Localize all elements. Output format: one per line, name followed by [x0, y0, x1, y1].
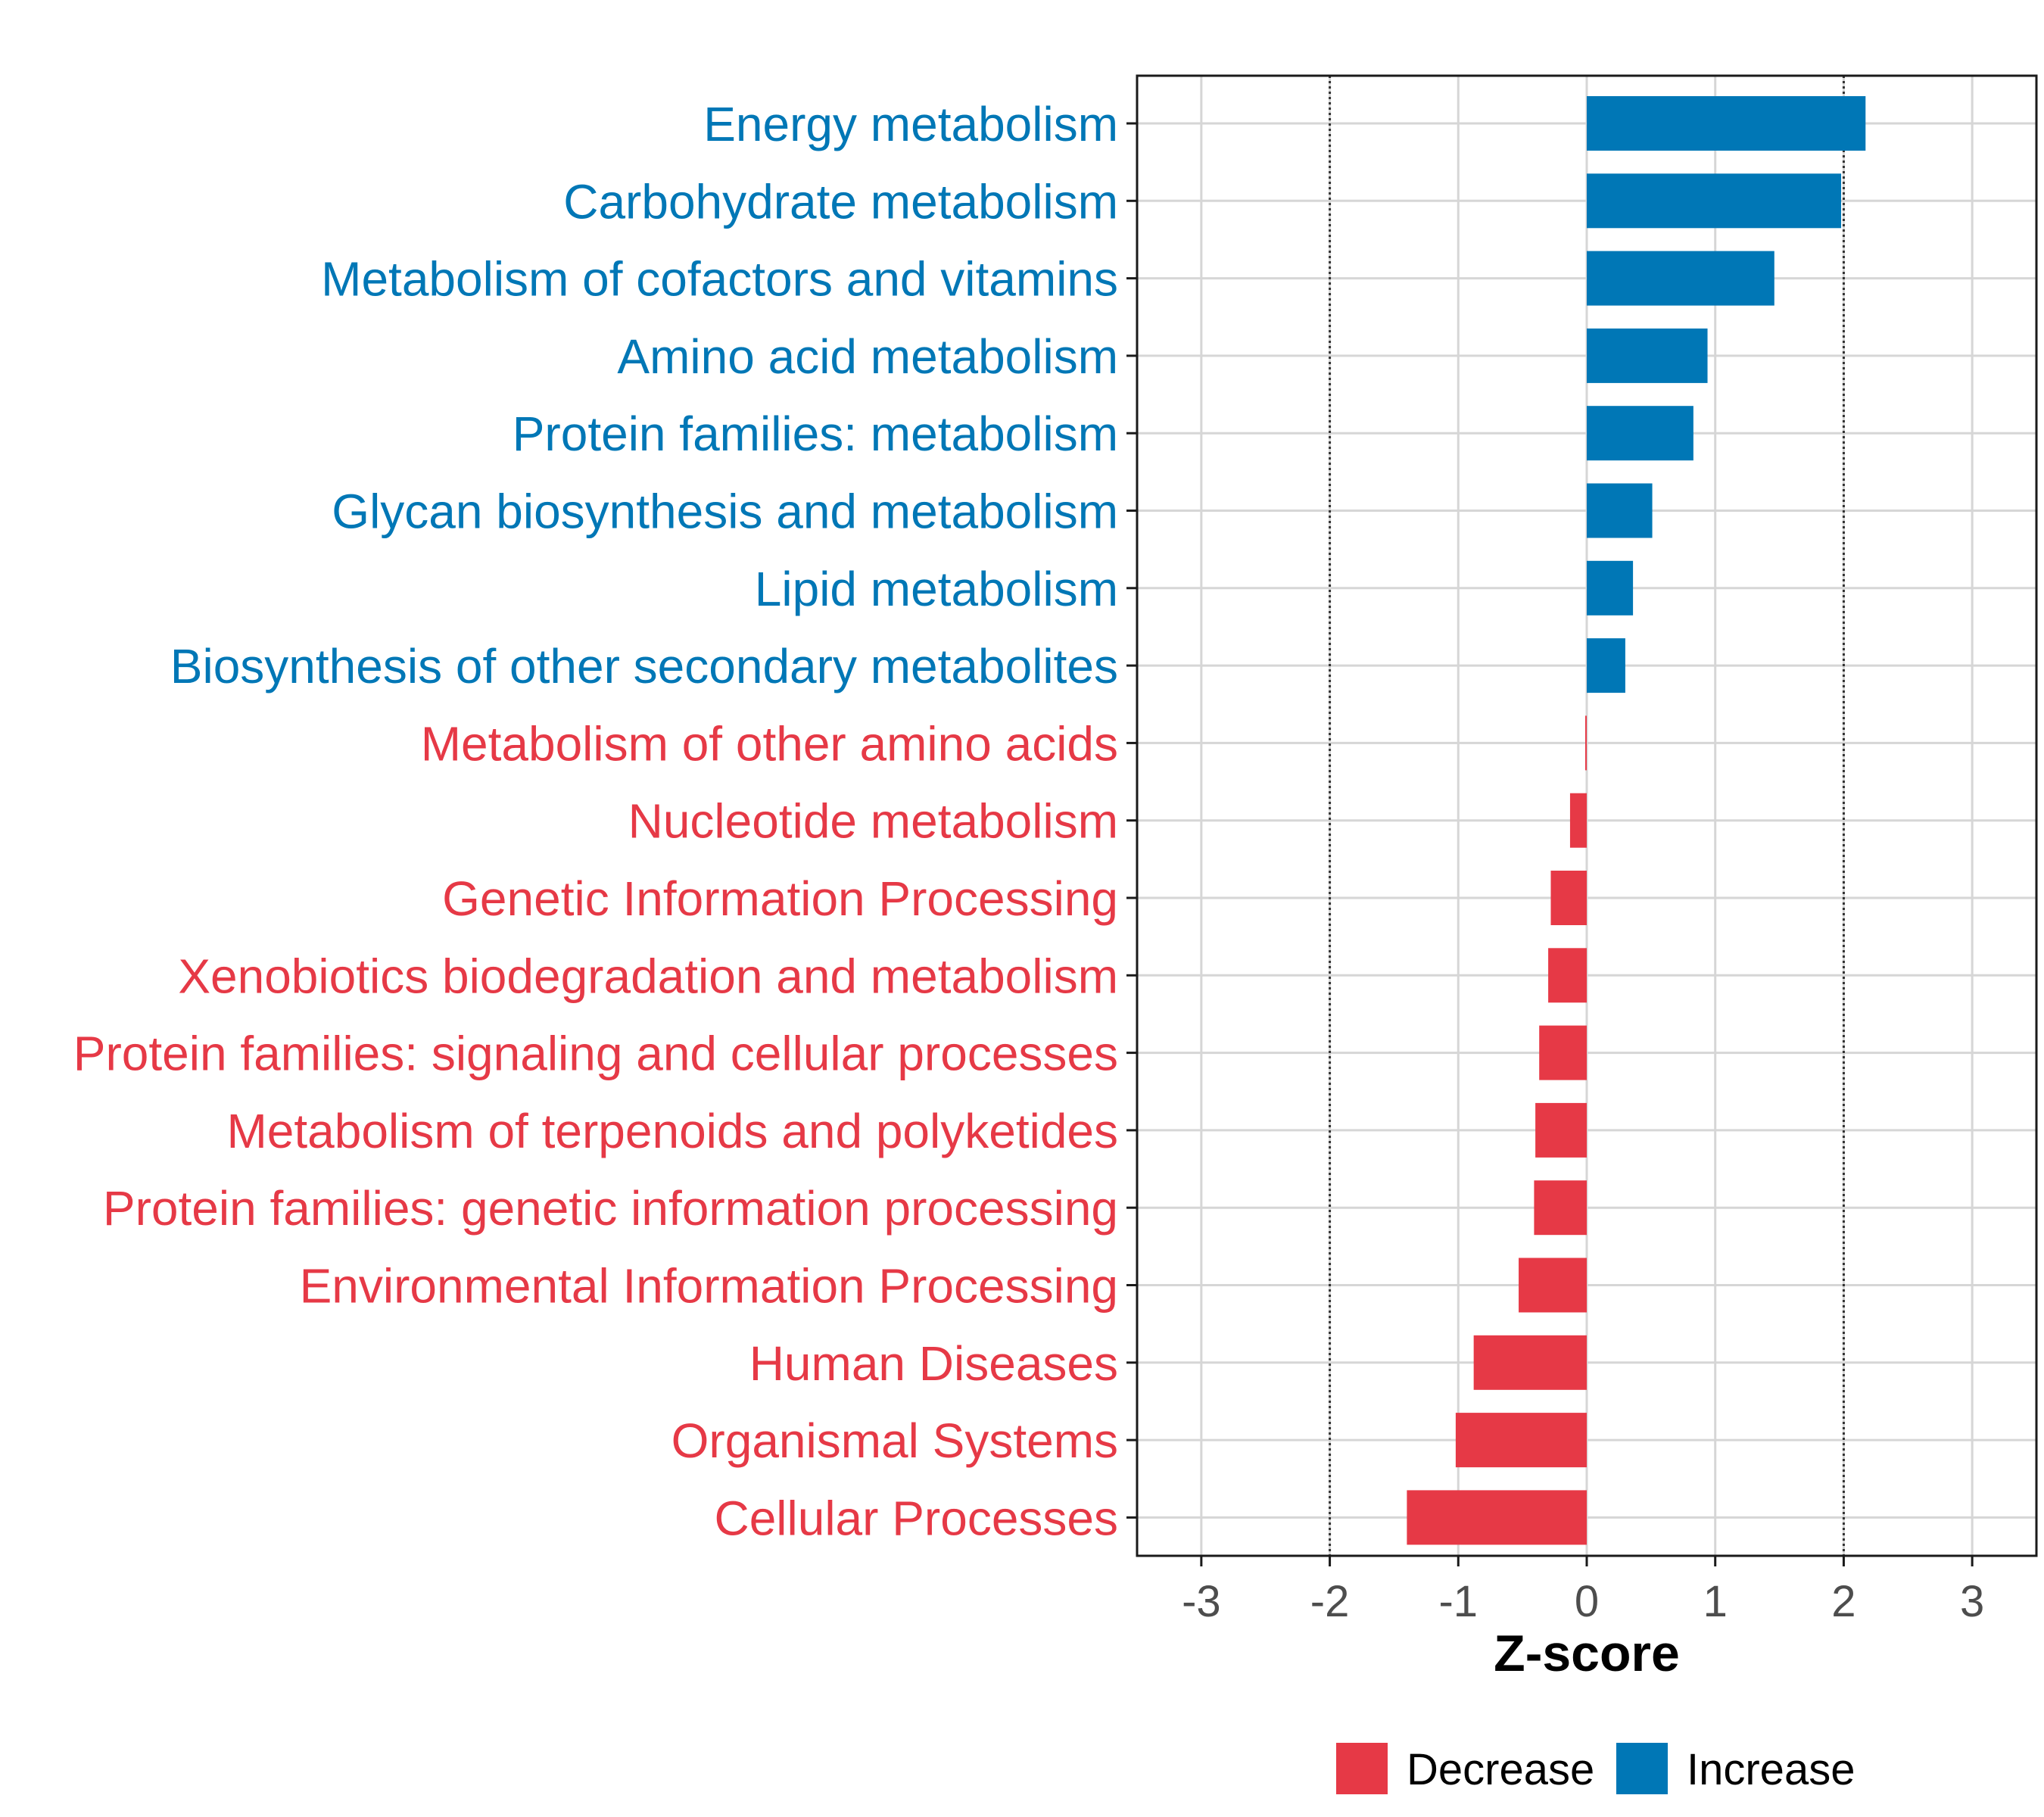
bar [1455, 1413, 1587, 1468]
bar [1519, 1258, 1587, 1313]
legend: Decrease Increase [1336, 1743, 1855, 1794]
bar [1587, 560, 1634, 616]
y-tick-label: Xenobiotics biodegradation and metabolis… [178, 949, 1118, 1003]
bar [1569, 793, 1587, 848]
x-tick-label: -2 [1310, 1577, 1350, 1626]
y-tick-label: Protein families: metabolism [513, 407, 1118, 461]
y-tick-label: Cellular Processes [714, 1491, 1118, 1545]
y-tick-label: Metabolism of terpenoids and polyketides [226, 1104, 1118, 1158]
y-tick-label: Protein families: genetic information pr… [103, 1181, 1118, 1236]
bar [1587, 483, 1653, 538]
y-axis: Energy metabolism Carbohydrate metabolism… [73, 97, 1137, 1545]
y-tick-label: Human Diseases [749, 1336, 1118, 1391]
y-tick-label: Genetic Information Processing [442, 871, 1118, 926]
legend-key-decrease [1336, 1743, 1388, 1794]
legend-label-decrease: Decrease [1407, 1745, 1594, 1794]
y-tick-label: Protein families: signaling and cellular… [73, 1027, 1118, 1081]
bar [1585, 715, 1587, 771]
x-axis-title: Z-score [1494, 1625, 1680, 1682]
y-tick-label: Organismal Systems [671, 1413, 1118, 1468]
bar [1473, 1335, 1587, 1390]
y-tick-label: Metabolism of other amino acids [421, 716, 1118, 771]
bar [1587, 251, 1774, 306]
y-tick-label: Metabolism of cofactors and vitamins [321, 252, 1118, 307]
bar [1587, 328, 1708, 383]
bar [1407, 1490, 1587, 1545]
bar [1539, 1025, 1587, 1080]
y-tick-label: Nucleotide metabolism [628, 794, 1118, 849]
y-tick-label: Glycan biosynthesis and metabolism [332, 485, 1118, 539]
bar [1587, 173, 1842, 229]
bar [1550, 871, 1587, 925]
bar [1548, 948, 1587, 1003]
bar [1535, 1102, 1587, 1158]
bar [1587, 638, 1625, 693]
bars [1407, 96, 1866, 1545]
y-tick-label: Carbohydrate metabolism [563, 174, 1118, 229]
x-tick-label: 3 [1960, 1577, 1984, 1626]
legend-label-increase: Increase [1687, 1745, 1855, 1794]
x-tick-label: -1 [1438, 1577, 1478, 1626]
bar [1587, 96, 1866, 151]
legend-key-increase [1616, 1743, 1668, 1794]
bar [1587, 406, 1693, 461]
x-tick-label: 2 [1831, 1577, 1855, 1626]
y-tick-label: Energy metabolism [703, 97, 1118, 151]
y-tick-label: Amino acid metabolism [617, 329, 1118, 384]
bar [1534, 1180, 1587, 1236]
x-tick-label: -3 [1182, 1577, 1221, 1626]
x-tick-label: 0 [1575, 1577, 1599, 1626]
x-tick-label: 1 [1703, 1577, 1728, 1626]
y-tick-label: Environmental Information Processing [300, 1259, 1118, 1314]
y-tick-label: Biosynthesis of other secondary metaboli… [170, 639, 1118, 693]
x-axis: -3 -2 -1 0 1 2 3 [1182, 1556, 1984, 1626]
y-tick-label: Lipid metabolism [755, 562, 1118, 616]
